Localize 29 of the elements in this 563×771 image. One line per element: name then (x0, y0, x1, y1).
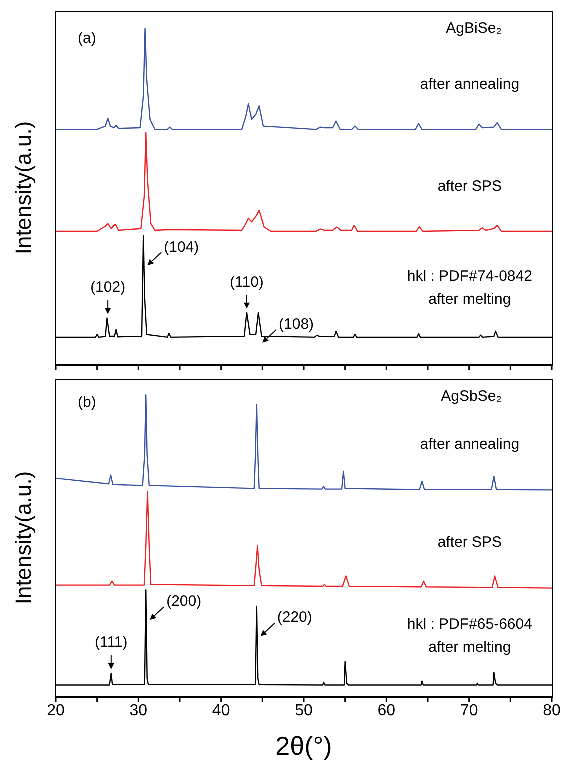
annotation: (104) (163, 238, 200, 256)
x-tick-label: 30 (130, 702, 148, 720)
annotation: hkl : PDF#74-0842 (406, 268, 534, 286)
text: after annealing (419, 76, 521, 93)
series-label: after melting (428, 291, 512, 308)
annotation: (b) (78, 394, 96, 411)
annotation: hkl : PDF#65-6604 (406, 616, 534, 634)
x-tick-label: 50 (295, 702, 313, 720)
x-axis-title: 2θ(°) (274, 731, 334, 762)
y-axis-title: Intensity(a.u.) (11, 120, 37, 256)
annotation: (a) (78, 30, 96, 47)
annotation: (220) (276, 609, 314, 626)
x-tick-label: 70 (460, 702, 478, 720)
series-label: after annealing (419, 436, 521, 454)
text: after SPS (436, 178, 504, 195)
chart-title: AgSbSe₂ (441, 388, 502, 405)
annotation: (111) (94, 634, 129, 652)
series-label: after melting (428, 639, 512, 656)
y-axis-title: Intensity(a.u.) (11, 470, 37, 606)
x-tick-label: 20 (47, 702, 65, 720)
x-tick-label: 60 (378, 702, 396, 720)
annotation: (200) (166, 593, 203, 610)
chart-title: AgBiSe₂ (446, 20, 502, 37)
x-tick-label: 40 (212, 702, 230, 720)
series-label: after SPS (436, 534, 504, 552)
annotation: (102) (90, 279, 127, 296)
annotation: (108) (278, 316, 316, 333)
x-tick-label: 80 (543, 702, 561, 720)
annotation: (110) (229, 274, 265, 291)
